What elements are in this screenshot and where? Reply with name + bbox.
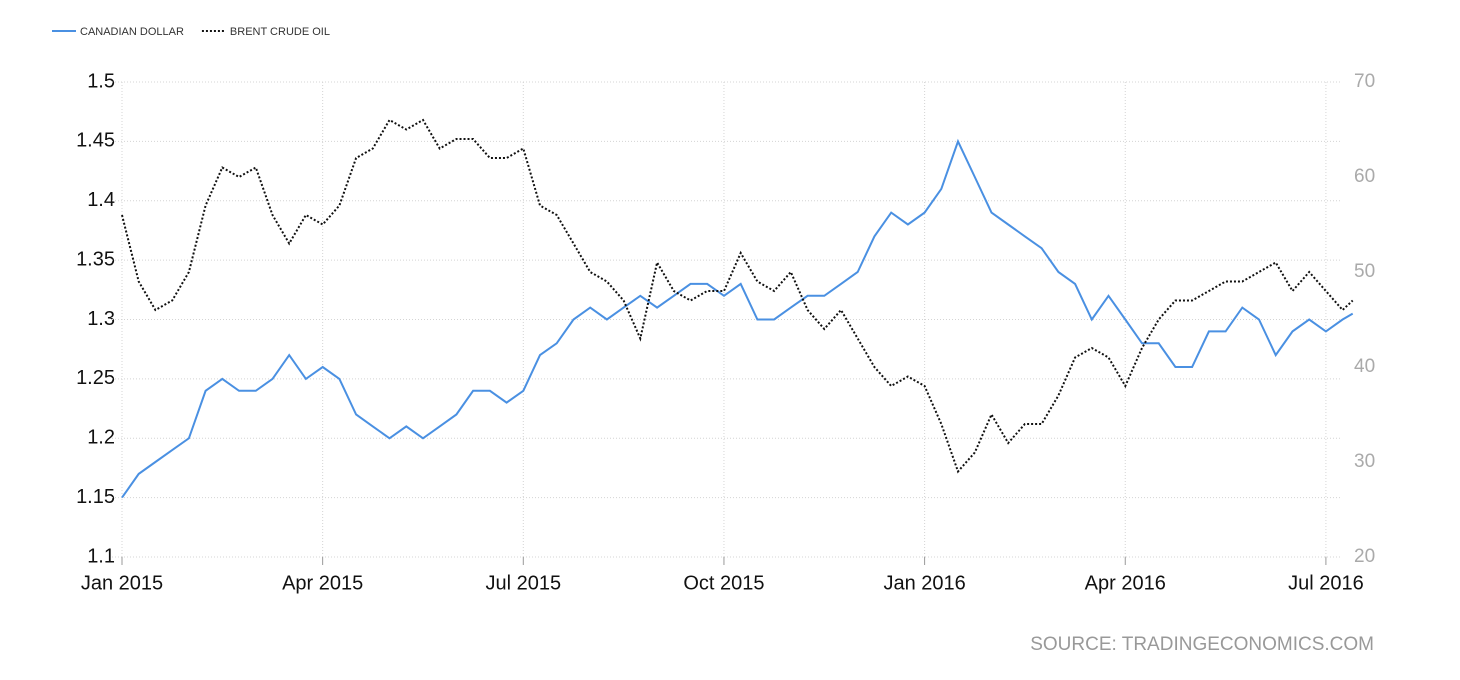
y-tick-label: 1.3 <box>87 308 115 330</box>
x-tick-label: Jul 2016 <box>1288 572 1364 594</box>
y-tick-label: 1.15 <box>76 486 115 508</box>
series-line <box>121 118 1354 474</box>
x-tick-label: Jul 2015 <box>485 572 561 594</box>
x-tick-label: Apr 2016 <box>1085 572 1166 594</box>
y-tick-label: 1.45 <box>76 130 115 152</box>
y2-tick-label: 60 <box>1354 166 1375 187</box>
y-tick-label: 1.1 <box>87 545 115 567</box>
y2-tick-label: 70 <box>1354 71 1375 92</box>
legend-label: BRENT CRUDE OIL <box>230 26 330 38</box>
x-tick-label: Jan 2015 <box>81 572 163 594</box>
y-tick-label: 1.2 <box>87 427 115 449</box>
y-tick-label: 1.5 <box>87 70 115 92</box>
x-tick-label: Jan 2016 <box>883 572 965 594</box>
x-tick-label: Oct 2015 <box>683 572 764 594</box>
legend-label: CANADIAN DOLLAR <box>80 26 184 38</box>
y-tick-label: 1.4 <box>87 189 115 211</box>
x-tick-label: Apr 2015 <box>282 572 363 594</box>
series-line <box>121 138 1354 499</box>
y-tick-label: 1.35 <box>76 248 115 270</box>
y-tick-label: 1.25 <box>76 367 115 389</box>
y2-tick-label: 40 <box>1354 356 1375 377</box>
y2-tick-label: 20 <box>1354 546 1375 567</box>
y2-tick-label: 50 <box>1354 261 1375 282</box>
y2-tick-label: 30 <box>1354 451 1375 472</box>
source: SOURCE: TRADINGECONOMICS.COM <box>1030 634 1374 655</box>
